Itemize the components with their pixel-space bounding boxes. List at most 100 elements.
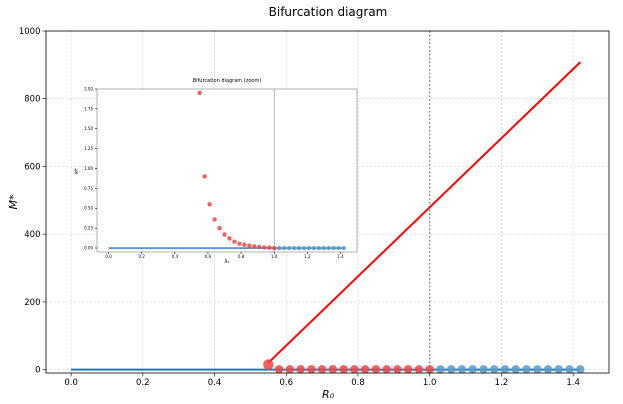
main-x-tick-label: 0.4	[208, 378, 222, 388]
inset-y-tick-label: 0.50	[84, 206, 93, 211]
inset-y-tick-label: 1.75	[84, 106, 93, 111]
main-data-point	[328, 365, 338, 374]
inset-data-point	[331, 245, 337, 251]
main-y-tick-label: 400	[24, 230, 40, 240]
inset-data-point	[257, 244, 262, 250]
inset-data-point	[252, 244, 257, 249]
main-data-point	[500, 365, 510, 374]
inset-data-point	[207, 202, 212, 207]
inset-data-point	[341, 245, 346, 251]
inset-y-tick-label: 1.00	[84, 166, 93, 171]
main-y-tick-label: 1000	[19, 27, 41, 37]
inset-data-point	[232, 239, 237, 244]
inset-title: Bifurcation diagram (zoom)	[193, 78, 262, 84]
main-data-point	[490, 365, 499, 374]
main-data-point	[403, 365, 413, 374]
inset-data-point	[316, 245, 322, 251]
inset-data-point	[217, 225, 222, 231]
chart-title: Bifurcation diagram	[269, 5, 388, 19]
inset-x-tick-label: 0.0	[105, 254, 112, 259]
main-x-axis: 0.0 0.2 0.4 0.6 0.8 1.0 1.2 1.4	[64, 373, 580, 388]
inset-y-axis: 0.00 0.25 0.50 0.75 1.00 1.25 1.50 1.75 2.00	[84, 86, 97, 250]
inset-y-axis-label: M*	[74, 167, 80, 174]
inset-x-tick-label: 0.4	[172, 254, 179, 259]
inset-background	[97, 89, 357, 252]
main-data-point	[360, 365, 370, 374]
main-data-point	[414, 365, 424, 374]
main-series-line	[267, 61, 582, 364]
main-data-point	[307, 365, 316, 374]
main-data-point	[393, 365, 402, 374]
main-data-point	[522, 365, 531, 374]
main-data-point	[371, 365, 381, 374]
inset-data-point	[321, 245, 327, 251]
inset-x-tick-label: 1.4	[337, 254, 344, 259]
inset-x-tick-label: 0.6	[205, 254, 212, 259]
inset-data-point	[301, 245, 307, 251]
inset-data-point	[237, 241, 242, 246]
main-y-tick-label: 800	[24, 95, 40, 105]
main-x-tick-label: 0.6	[279, 378, 293, 388]
main-data-point	[468, 365, 477, 374]
zoom-inset: Bifurcation diagram (zoom) 0.0 0.2 0.4 0.6 0…	[74, 78, 358, 265]
main-series-layer	[71, 61, 585, 374]
inset-data-point	[311, 245, 317, 251]
main-data-point	[339, 365, 348, 374]
main-data-point	[436, 365, 445, 374]
main-data-point	[576, 365, 585, 374]
main-data-point	[447, 365, 456, 374]
x-axis-label: R₀	[322, 388, 335, 401]
main-data-point	[350, 365, 359, 374]
main-x-tick-label: 1.2	[495, 378, 509, 388]
inset-data-point	[202, 174, 207, 179]
main-x-tick-label: 0.0	[64, 378, 78, 388]
inset-x-axis-label: R₀	[225, 259, 230, 265]
inset-y-tick-label: 0.75	[84, 186, 93, 191]
main-data-point	[479, 365, 488, 374]
main-data-point	[274, 365, 284, 374]
inset-data-point	[267, 245, 272, 250]
inset-data-point	[227, 236, 232, 241]
inset-series-layer	[108, 90, 346, 251]
main-data-point	[543, 365, 553, 374]
inset-data-point	[286, 245, 292, 251]
main-plot-frame	[45, 30, 610, 374]
inset-y-tick-label: 1.50	[84, 126, 93, 131]
main-data-point	[296, 365, 305, 374]
main-data-point	[533, 365, 542, 374]
inset-data-point	[326, 245, 332, 251]
inset-data-point	[197, 90, 202, 96]
inset-x-tick-label: 0.8	[238, 254, 245, 259]
inset-data-point	[291, 245, 297, 251]
inset-x-axis: 0.0 0.2 0.4 0.6 0.8 1.0 1.2 1.4	[105, 252, 344, 259]
inset-data-point	[262, 245, 267, 250]
inset-data-point	[336, 245, 341, 251]
inset-y-tick-label: 0.00	[84, 245, 93, 250]
main-data-point	[457, 365, 467, 374]
main-y-tick-label: 600	[24, 162, 40, 172]
main-data-point	[263, 359, 274, 370]
main-data-point	[565, 365, 574, 374]
inset-data-point	[212, 217, 217, 222]
main-y-tick-label: 0	[35, 366, 40, 376]
main-data-point	[511, 365, 520, 374]
inset-data-point	[242, 242, 247, 248]
inset-data-point	[271, 245, 277, 251]
main-x-tick-label: 1.0	[423, 378, 437, 388]
main-data-point	[425, 365, 434, 374]
inset-data-point	[296, 245, 302, 251]
inset-x-tick-label: 1.2	[304, 254, 311, 259]
main-data-point	[382, 365, 391, 374]
main-data-point	[285, 365, 295, 374]
inset-x-tick-label: 0.2	[139, 254, 146, 259]
inset-y-tick-label: 1.25	[84, 146, 93, 151]
inset-plot-frame	[96, 88, 358, 253]
main-x-tick-label: 0.8	[351, 378, 365, 388]
y-axis-label: M*	[7, 194, 20, 209]
inset-data-point	[306, 245, 312, 251]
inset-data-point	[281, 245, 287, 251]
main-data-point	[317, 365, 327, 374]
main-x-tick-label: 0.2	[136, 378, 150, 388]
main-x-tick-label: 1.4	[566, 378, 580, 388]
